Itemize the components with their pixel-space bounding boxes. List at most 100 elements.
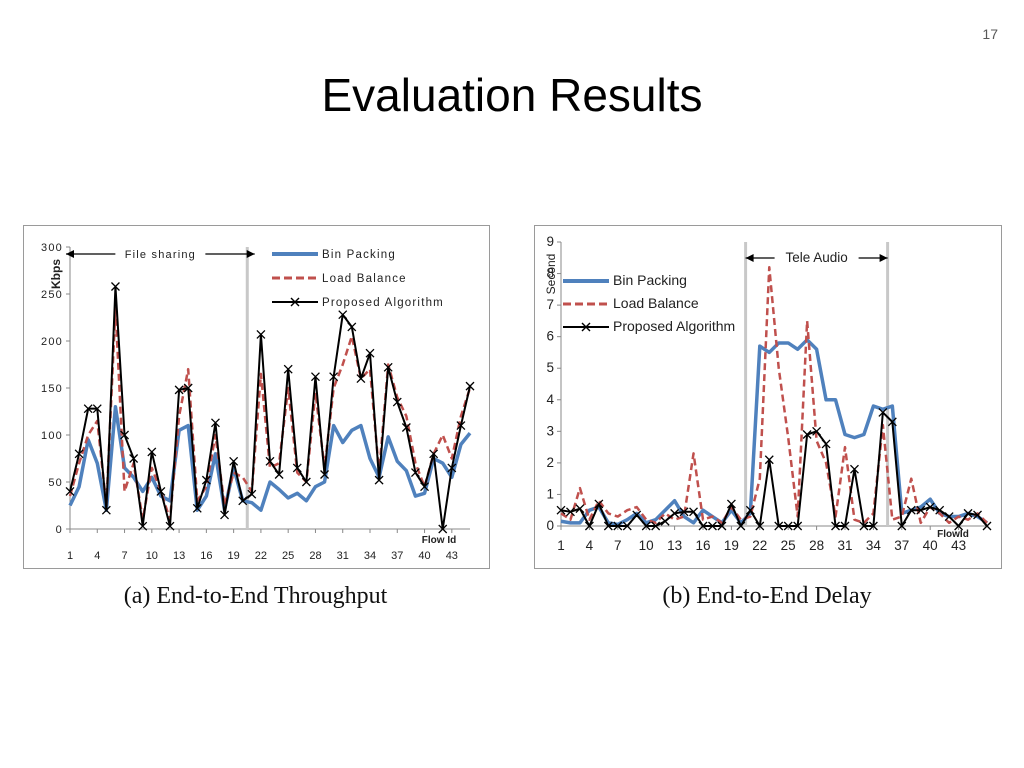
data-point-proposed: [925, 502, 935, 512]
data-point-cross-stroke: [283, 364, 293, 374]
y-tick-label: 250: [41, 289, 63, 301]
x-tick-label: 25: [282, 550, 294, 562]
data-point-proposed: [935, 505, 945, 515]
x-axis-label: FlowId: [937, 529, 969, 540]
data-point-cross-stroke: [944, 512, 954, 521]
data-point-cross-stroke: [110, 282, 120, 291]
y-tick-label: 0: [546, 518, 554, 533]
data-point-proposed: [92, 404, 102, 414]
data-point-cross-stroke: [265, 456, 275, 466]
data-point-proposed: [410, 468, 420, 478]
data-point-proposed: [859, 521, 869, 531]
data-point-proposed: [651, 521, 661, 531]
data-point-proposed: [603, 521, 613, 531]
y-tick-label: 4: [546, 392, 554, 407]
data-point-proposed: [916, 505, 926, 515]
x-tick-label: 19: [724, 538, 739, 553]
y-tick-label: 8: [546, 266, 554, 281]
data-point-cross-stroke: [793, 521, 803, 531]
data-point-cross-stroke: [129, 454, 139, 463]
data-point-proposed: [774, 521, 784, 531]
data-point-cross-stroke: [174, 385, 184, 395]
data-point-cross-stroke: [613, 521, 623, 531]
data-point-cross-stroke: [916, 505, 926, 515]
data-point-proposed: [973, 510, 982, 520]
data-point-cross-stroke: [365, 348, 375, 358]
x-tick-label: 19: [228, 550, 240, 562]
data-point-cross-stroke: [594, 499, 604, 509]
data-point-cross-stroke: [717, 521, 727, 531]
series-line-bin-packing: [560, 338, 988, 527]
x-tick-label: 37: [391, 550, 403, 562]
legend-marker: [290, 297, 300, 307]
data-point-proposed: [868, 521, 878, 531]
x-tick-label: 7: [614, 538, 622, 553]
data-point-proposed: [365, 348, 375, 358]
x-tick-label: 43: [446, 550, 458, 562]
data-point-proposed: [575, 504, 585, 514]
data-point-cross-stroke: [963, 508, 973, 518]
x-tick-label: 1: [557, 538, 565, 553]
data-point-cross-stroke: [556, 505, 566, 515]
data-point-cross-stroke: [138, 521, 148, 531]
delay-chart: 0 1 2 3 4 5 6 7 8 9 1 4 7 10 13 16 19 22 25 28 31 34 37 40 43 Sec…: [534, 225, 1002, 569]
x-tick-label: 4: [94, 550, 100, 562]
data-point-proposed: [174, 385, 184, 395]
data-point-proposed: [429, 449, 439, 459]
data-point-proposed: [301, 477, 311, 487]
annotation-label: Tele Audio: [785, 250, 847, 265]
data-point-cross-stroke: [850, 464, 859, 474]
data-point-proposed: [192, 503, 202, 513]
data-point-cross-stroke: [456, 421, 466, 431]
series-line-proposed-algorithm: [560, 411, 988, 527]
data-point-cross-stroke: [347, 322, 357, 332]
data-point-proposed: [292, 463, 302, 473]
data-point-cross-stroke: [887, 417, 897, 427]
data-point-cross-stroke: [603, 521, 613, 531]
data-point-cross-stroke: [622, 521, 632, 531]
y-tick-label: 200: [41, 336, 63, 348]
y-tick-label: 6: [546, 329, 554, 344]
data-point-cross-stroke: [679, 507, 689, 517]
data-point-cross-stroke: [821, 439, 831, 449]
data-point-cross-stroke: [74, 449, 84, 459]
x-tick-label: 1: [67, 550, 73, 562]
legend-marker: [581, 322, 591, 332]
data-point-proposed: [897, 521, 907, 531]
data-point-cross-stroke: [447, 463, 457, 473]
annotation-arrow-right-head: [246, 250, 255, 258]
data-point-cross-stroke: [220, 510, 230, 520]
data-point-proposed: [138, 521, 148, 531]
delay-caption: (b) End-to-End Delay: [662, 583, 872, 609]
data-point-cross-stroke: [566, 507, 575, 517]
x-tick-label: 13: [667, 538, 682, 553]
data-point-proposed: [963, 508, 973, 518]
data-point-proposed: [274, 470, 284, 479]
data-point-proposed: [392, 397, 402, 407]
x-tick-label: 13: [173, 550, 185, 562]
data-point-cross-stroke: [120, 430, 130, 440]
data-point-cross-stroke: [383, 362, 393, 372]
data-point-proposed: [201, 475, 211, 485]
y-tick-label: 0: [56, 524, 63, 536]
y-tick-label: 3: [546, 423, 554, 438]
data-point-proposed: [438, 524, 448, 534]
annotation-arrow-left-head: [745, 254, 754, 262]
x-tick-label: 28: [809, 538, 824, 553]
data-point-cross-stroke: [726, 499, 736, 509]
legend-entry: Proposed Algorithm: [322, 297, 444, 309]
data-point-proposed: [283, 364, 293, 374]
data-point-proposed: [566, 507, 575, 517]
data-point-cross-stroke: [689, 507, 698, 517]
data-point-proposed: [401, 423, 411, 432]
x-tick-label: 22: [255, 550, 267, 562]
data-point-cross-stroke: [410, 468, 420, 478]
x-tick-label: 37: [894, 538, 909, 553]
annotation-arrow-left-head: [66, 250, 74, 258]
data-point-proposed: [812, 426, 822, 436]
data-point-proposed: [247, 489, 257, 499]
data-point-cross-stroke: [982, 521, 992, 531]
data-point-cross-stroke: [420, 482, 430, 492]
legend-entry: Bin Packing: [322, 249, 396, 261]
data-point-proposed: [447, 463, 457, 473]
